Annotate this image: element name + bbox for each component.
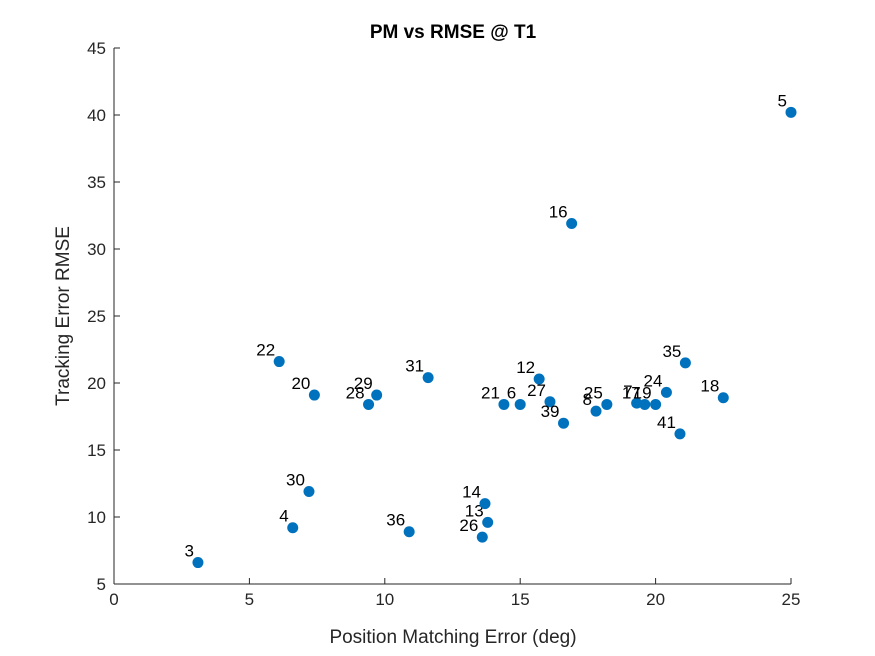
data-point-label: 19 [633,383,652,402]
data-point-19 [650,398,662,410]
data-point-24 [660,386,672,398]
data-point-label: 13 [465,501,484,520]
y-tick-label: 35 [87,173,106,192]
data-point-35 [679,357,691,369]
x-tick-label: 25 [782,590,801,609]
data-point-25 [601,398,613,410]
data-point-14 [479,498,491,510]
data-point-17 [639,398,651,410]
data-point-label: 27 [527,381,546,400]
data-point-label: 7 [623,382,632,401]
data-point-12 [533,373,545,385]
data-point-26 [476,531,488,543]
data-point-16 [566,218,578,230]
y-tick-label: 30 [87,240,106,259]
data-point-7 [631,397,643,409]
x-tick-label: 10 [375,590,394,609]
data-point-20 [308,389,320,401]
data-point-27 [544,396,556,408]
data-point-label: 18 [700,377,719,396]
data-point-label: 6 [507,383,516,402]
y-tick-label: 45 [87,39,106,58]
y-tick-label: 5 [97,575,106,594]
y-tick-label: 20 [87,374,106,393]
data-point-label: 31 [405,357,424,376]
data-point-label: 39 [541,402,560,421]
data-point-label: 26 [459,516,478,535]
data-point-label: 16 [549,203,568,222]
data-point-label: 30 [286,471,305,490]
data-point-30 [303,486,315,498]
data-point-41 [674,428,686,440]
x-tick-label: 20 [646,590,665,609]
data-point-label: 8 [583,390,592,409]
data-point-21 [498,398,510,410]
axes [113,48,791,585]
data-point-31 [422,372,434,384]
data-point-13 [482,516,494,528]
data-point-label: 5 [778,91,787,110]
data-point-label: 28 [346,383,365,402]
data-point-28 [363,398,375,410]
data-point-label: 20 [291,374,310,393]
data-point-label: 4 [279,507,288,526]
y-axis-label: Tracking Error RMSE [53,226,74,406]
y-tick-label: 15 [87,441,106,460]
x-axis-label: Position Matching Error (deg) [329,627,576,648]
data-point-label: 36 [386,511,405,530]
chart-title: PM vs RMSE @ T1 [370,22,537,43]
data-point-6 [514,398,526,410]
data-point-5 [785,106,797,118]
data-point-label: 21 [481,383,500,402]
y-tick-label: 10 [87,508,106,527]
x-tick-label: 15 [511,590,530,609]
data-point-label: 24 [644,371,663,390]
data-point-3 [192,557,204,569]
data-point-29 [371,389,383,401]
data-point-18 [717,392,729,404]
data-point-4 [287,522,299,534]
data-point-label: 14 [462,483,481,502]
data-point-label: 25 [584,383,603,402]
data-point-22 [273,356,285,368]
x-tick-label: 0 [109,590,118,609]
y-tick-label: 40 [87,106,106,125]
data-point-39 [558,417,570,429]
data-point-label: 17 [622,383,641,402]
data-point-label: 35 [662,342,681,361]
y-tick-label: 25 [87,307,106,326]
data-point-label: 29 [354,374,373,393]
x-tick-label: 5 [245,590,254,609]
data-point-label: 22 [256,341,275,360]
data-point-label: 3 [184,542,193,561]
data-point-label: 12 [516,358,535,377]
data-point-36 [403,526,415,538]
data-point-label: 41 [657,413,676,432]
data-point-8 [590,405,602,417]
